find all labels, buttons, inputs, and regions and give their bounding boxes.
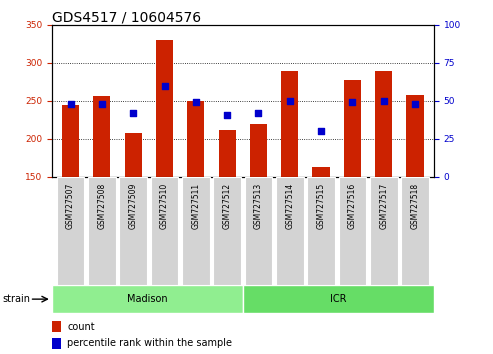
- Text: percentile rank within the sample: percentile rank within the sample: [67, 338, 232, 348]
- Point: [129, 110, 137, 116]
- FancyBboxPatch shape: [119, 177, 147, 285]
- Text: strain: strain: [2, 294, 31, 304]
- Text: GSM727511: GSM727511: [191, 182, 200, 229]
- FancyBboxPatch shape: [182, 177, 210, 285]
- Text: GSM727513: GSM727513: [254, 182, 263, 229]
- Point: [192, 99, 200, 105]
- Text: GSM727515: GSM727515: [317, 182, 325, 229]
- Bar: [125, 133, 142, 177]
- Bar: [52, 321, 61, 332]
- Bar: [243, 285, 434, 313]
- Text: Madison: Madison: [127, 294, 168, 304]
- Bar: [313, 167, 330, 177]
- Text: GSM727507: GSM727507: [66, 182, 75, 229]
- Bar: [250, 124, 267, 177]
- FancyBboxPatch shape: [88, 177, 116, 285]
- Point: [161, 83, 169, 88]
- Bar: [52, 285, 243, 313]
- Point: [286, 98, 294, 104]
- Bar: [93, 96, 110, 177]
- Bar: [52, 338, 61, 349]
- Text: count: count: [67, 321, 95, 332]
- Text: GSM727518: GSM727518: [411, 182, 420, 229]
- Bar: [62, 105, 79, 177]
- FancyBboxPatch shape: [151, 177, 178, 285]
- Bar: [187, 101, 205, 177]
- Bar: [344, 80, 361, 177]
- Bar: [156, 40, 173, 177]
- Text: GSM727510: GSM727510: [160, 182, 169, 229]
- FancyBboxPatch shape: [276, 177, 304, 285]
- Point: [349, 99, 356, 105]
- Text: ICR: ICR: [330, 294, 347, 304]
- Point: [254, 110, 262, 116]
- Point: [223, 112, 231, 118]
- Bar: [406, 95, 423, 177]
- FancyBboxPatch shape: [245, 177, 272, 285]
- FancyBboxPatch shape: [307, 177, 335, 285]
- FancyBboxPatch shape: [57, 177, 84, 285]
- Text: GSM727509: GSM727509: [129, 182, 138, 229]
- Point: [380, 98, 387, 104]
- Text: GSM727517: GSM727517: [379, 182, 388, 229]
- Bar: [375, 71, 392, 177]
- Text: GSM727508: GSM727508: [98, 182, 106, 229]
- Point: [67, 101, 74, 107]
- Point: [98, 101, 106, 107]
- Text: GSM727516: GSM727516: [348, 182, 357, 229]
- FancyBboxPatch shape: [370, 177, 397, 285]
- Point: [411, 101, 419, 107]
- Text: GSM727512: GSM727512: [223, 182, 232, 229]
- FancyBboxPatch shape: [213, 177, 241, 285]
- Point: [317, 129, 325, 134]
- Text: GDS4517 / 10604576: GDS4517 / 10604576: [52, 11, 201, 25]
- FancyBboxPatch shape: [401, 177, 429, 285]
- Bar: [281, 71, 298, 177]
- Bar: [218, 130, 236, 177]
- Text: GSM727514: GSM727514: [285, 182, 294, 229]
- FancyBboxPatch shape: [339, 177, 366, 285]
